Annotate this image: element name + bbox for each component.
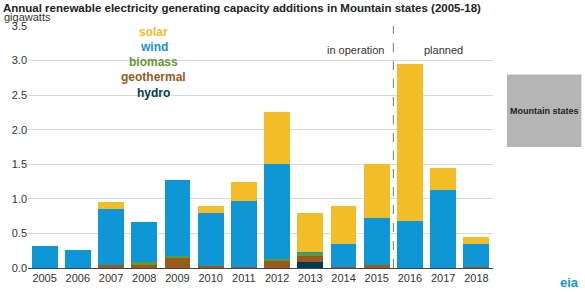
svg-text:Mountain states: Mountain states xyxy=(510,106,579,116)
svg-text:2005: 2005 xyxy=(32,272,56,284)
svg-text:2008: 2008 xyxy=(132,272,156,284)
svg-text:biomass: biomass xyxy=(129,55,178,69)
svg-text:geothermal: geothermal xyxy=(121,70,186,84)
svg-text:2012: 2012 xyxy=(265,272,289,284)
svg-text:3.0: 3.0 xyxy=(12,54,27,66)
svg-text:2014: 2014 xyxy=(331,272,355,284)
svg-text:2017: 2017 xyxy=(431,272,455,284)
svg-text:1.0: 1.0 xyxy=(12,193,27,205)
svg-text:2006: 2006 xyxy=(66,272,90,284)
svg-text:2011: 2011 xyxy=(232,272,256,284)
svg-text:planned: planned xyxy=(424,44,463,56)
svg-text:2010: 2010 xyxy=(198,272,222,284)
svg-text:gigawatts: gigawatts xyxy=(4,11,51,23)
svg-text:2007: 2007 xyxy=(99,272,123,284)
svg-text:solar: solar xyxy=(139,25,168,39)
svg-text:2016: 2016 xyxy=(398,272,422,284)
svg-text:eia: eia xyxy=(560,275,579,290)
svg-text:Annual renewable electricity g: Annual renewable electricity generating … xyxy=(3,2,481,14)
svg-text:hydro: hydro xyxy=(137,86,170,100)
svg-text:0.5: 0.5 xyxy=(12,227,27,239)
svg-text:2.5: 2.5 xyxy=(12,89,27,101)
svg-text:0.0: 0.0 xyxy=(12,262,27,274)
svg-text:2009: 2009 xyxy=(165,272,189,284)
svg-text:2018: 2018 xyxy=(464,272,488,284)
svg-text:1.5: 1.5 xyxy=(12,158,27,170)
svg-text:3.5: 3.5 xyxy=(12,20,27,32)
svg-text:in operation: in operation xyxy=(327,44,385,56)
svg-text:2015: 2015 xyxy=(365,272,389,284)
svg-text:2013: 2013 xyxy=(298,272,322,284)
svg-text:wind: wind xyxy=(140,40,168,54)
svg-text:2.0: 2.0 xyxy=(12,124,27,136)
